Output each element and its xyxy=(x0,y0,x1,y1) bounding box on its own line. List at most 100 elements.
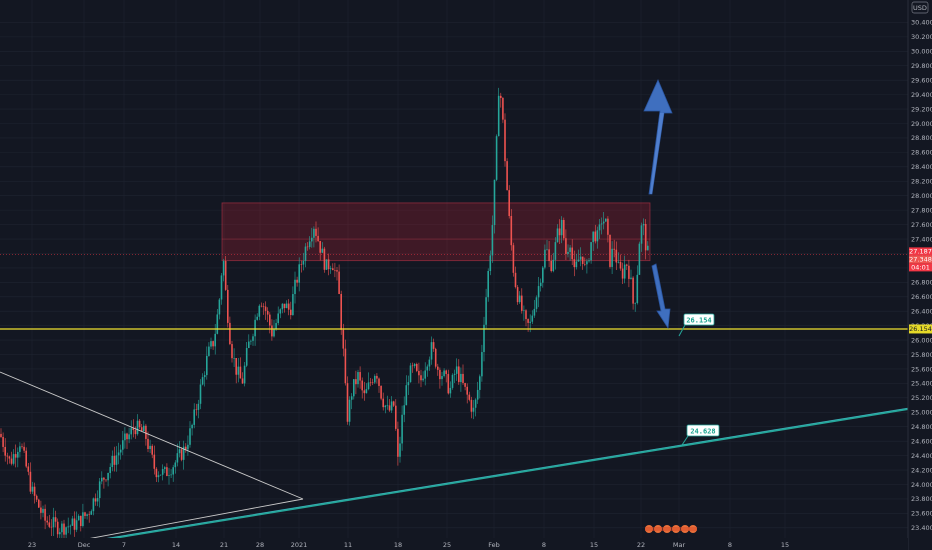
candle-body xyxy=(233,358,235,359)
candle-body xyxy=(67,526,69,528)
candle-body xyxy=(430,342,433,360)
candle-body xyxy=(581,256,584,265)
candle-body xyxy=(132,428,135,431)
candle-body xyxy=(527,319,529,323)
candle-body xyxy=(111,455,114,468)
up-arrow[interactable] xyxy=(643,79,673,195)
trendline-level-label[interactable]: 24.628 xyxy=(681,424,720,446)
candle-body xyxy=(565,238,567,254)
price-tick-label: 25.600 xyxy=(911,365,932,373)
candle-body xyxy=(46,520,48,523)
candle-body xyxy=(248,341,250,348)
price-axis[interactable] xyxy=(908,0,932,550)
candle-body xyxy=(176,453,179,463)
candle-body xyxy=(621,268,624,279)
candle-body xyxy=(434,348,437,367)
candle-body xyxy=(260,305,263,307)
candle-body xyxy=(195,409,198,411)
candle-body xyxy=(84,512,86,516)
candle-body xyxy=(185,446,187,450)
candle-body xyxy=(283,303,286,309)
candle-body xyxy=(203,375,206,378)
candle-body xyxy=(130,428,132,435)
candle-body xyxy=(605,218,607,222)
time-tick-label: 21 xyxy=(220,541,228,549)
rising-support-trendline[interactable] xyxy=(64,408,909,547)
candle-body xyxy=(327,259,330,270)
candle-body xyxy=(86,514,88,516)
candle-body xyxy=(350,396,353,400)
candle-body xyxy=(630,277,632,279)
candle-body xyxy=(2,436,4,447)
candle-body xyxy=(122,440,124,450)
candle-body xyxy=(644,223,647,251)
candle-body xyxy=(615,249,618,263)
down-arrow[interactable] xyxy=(651,263,671,330)
candle-body xyxy=(338,271,340,294)
candle-body xyxy=(579,256,582,260)
candle-body xyxy=(424,370,426,379)
time-axis-ticks: 23 Dec 7 14 21 28 2021 11 18 25 Feb 8 15 22 Mar 8 15 xyxy=(28,541,789,549)
candle-body xyxy=(514,272,517,288)
candle-body xyxy=(220,275,223,300)
currency-badge[interactable]: USD xyxy=(911,1,929,14)
candle-body xyxy=(0,433,2,437)
candle-body xyxy=(117,452,120,456)
candle-body xyxy=(502,97,504,120)
resistance-zone[interactable] xyxy=(221,202,651,262)
candle-body xyxy=(182,446,185,460)
candle-body xyxy=(483,324,485,353)
candle-body xyxy=(619,261,622,269)
candle-body xyxy=(638,243,641,275)
price-tick-label: 30.400 xyxy=(911,19,932,27)
trendline-level-label-text: 24.628 xyxy=(690,428,715,436)
candle-body xyxy=(439,369,441,380)
candle-body xyxy=(159,474,162,476)
candle-body xyxy=(6,455,9,457)
event-markers[interactable] xyxy=(645,525,697,533)
candle-body xyxy=(109,467,111,473)
candle-body xyxy=(285,303,288,309)
candle-body xyxy=(128,434,130,440)
candle-body xyxy=(491,225,494,256)
candle-body xyxy=(113,455,116,465)
price-tick-label: 28.400 xyxy=(911,163,932,171)
candle-body xyxy=(399,443,401,457)
candle-body xyxy=(306,246,309,248)
rising-thin-trendline[interactable] xyxy=(59,498,304,545)
candle-body xyxy=(613,248,615,250)
descending-trendline[interactable] xyxy=(0,371,304,500)
candle-body xyxy=(206,355,208,376)
price-tick-label: 24.000 xyxy=(911,481,932,489)
candle-body xyxy=(602,221,605,224)
time-axis[interactable] xyxy=(0,538,908,550)
candle-body xyxy=(31,486,34,492)
candle-body xyxy=(325,259,328,270)
candle-body xyxy=(403,405,405,415)
candle-body xyxy=(56,521,59,535)
candle-body xyxy=(409,365,412,383)
candle-body xyxy=(250,340,252,342)
candle-body xyxy=(147,438,149,450)
candle-body xyxy=(571,247,573,260)
candle-body xyxy=(445,370,447,374)
time-tick-label: 15 xyxy=(590,541,598,549)
candle-body xyxy=(300,264,303,265)
candle-body xyxy=(180,449,183,460)
countdown-tag-text: 04:01 xyxy=(911,263,930,271)
support-level-label[interactable]: 26.154 xyxy=(678,313,715,337)
price-tick-label: 25.400 xyxy=(911,380,932,388)
candle-body xyxy=(340,293,342,330)
candle-body xyxy=(73,518,76,530)
candle-body xyxy=(518,295,521,303)
candle-body xyxy=(59,532,61,535)
candle-body xyxy=(544,249,546,268)
candle-body xyxy=(38,499,40,508)
price-tick-label: 25.800 xyxy=(911,351,932,359)
candle-body xyxy=(153,454,156,469)
candle-body xyxy=(563,219,565,239)
price-tick-label: 28.600 xyxy=(911,149,932,157)
time-tick-label: Dec xyxy=(78,541,91,549)
candle-body xyxy=(353,379,355,397)
